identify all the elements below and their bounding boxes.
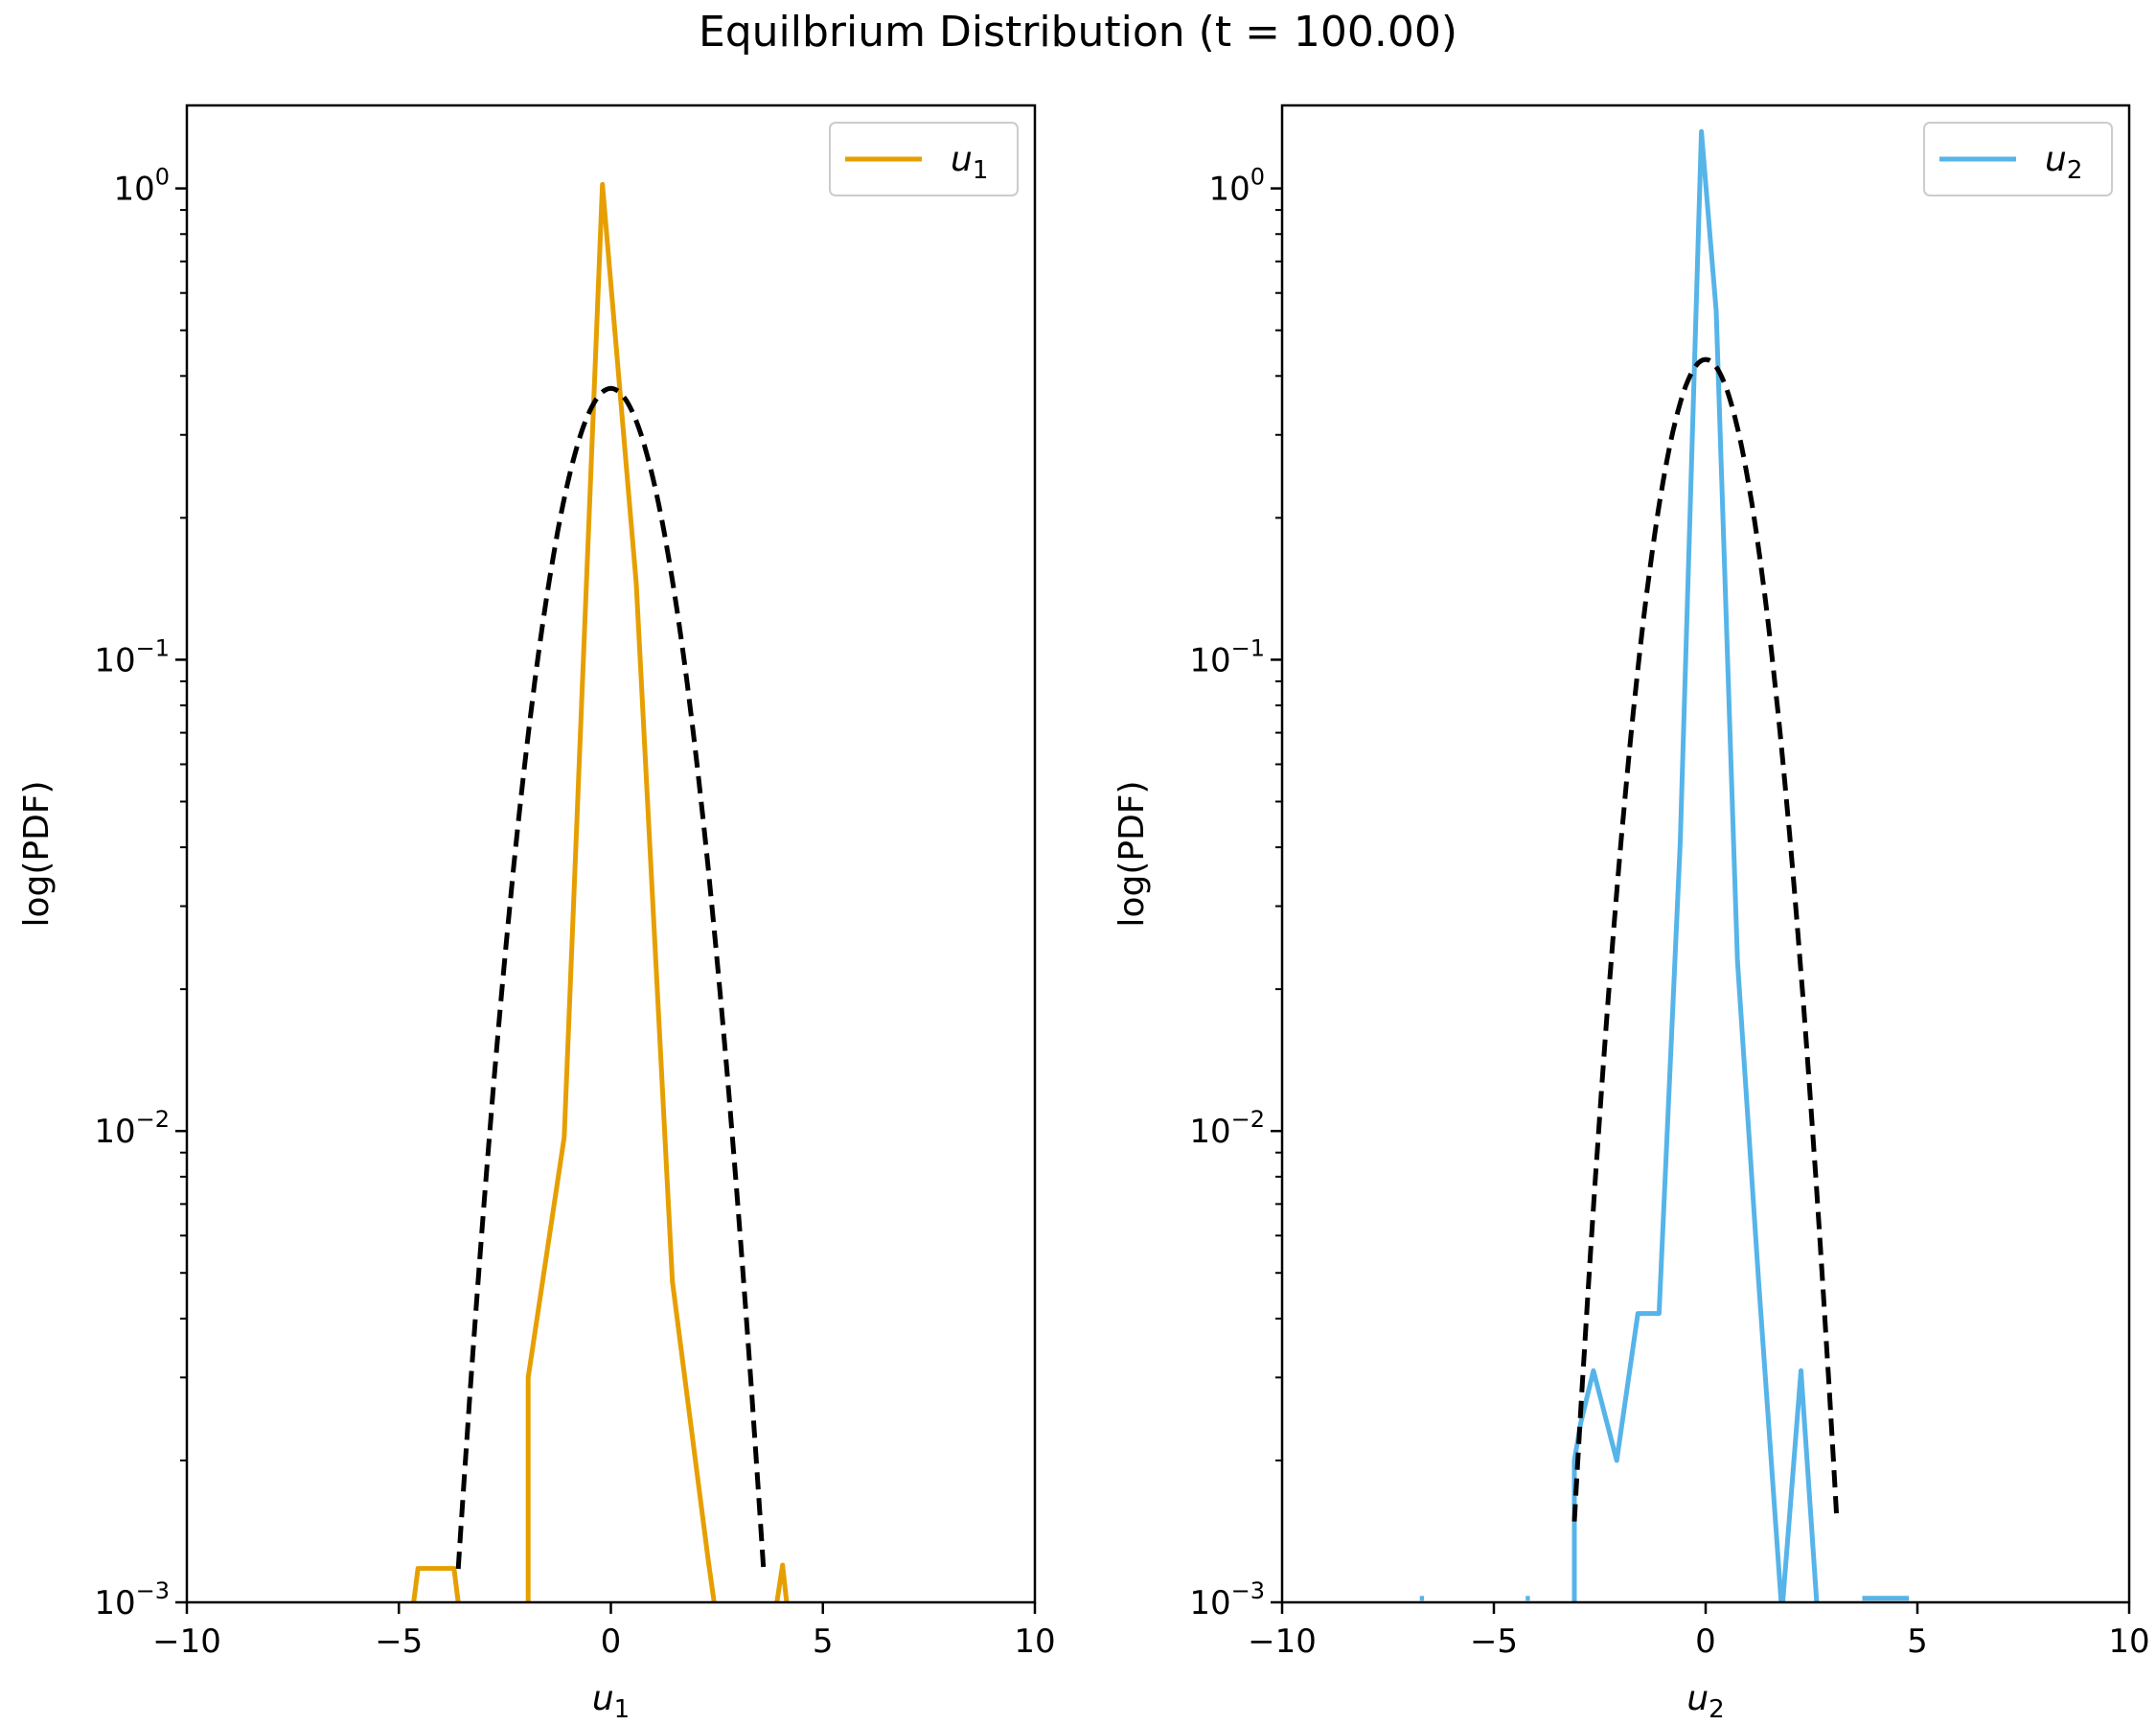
legend: u2 bbox=[1923, 122, 2113, 196]
y-axis-label: log(PDF) bbox=[17, 780, 57, 927]
y-tick-label: 10−1 bbox=[1189, 634, 1265, 679]
x-tick-label: 0 bbox=[1695, 1622, 1716, 1661]
y-tick-label: 10−2 bbox=[1189, 1106, 1265, 1151]
y-tick-label: 10−1 bbox=[94, 634, 170, 679]
x-tick-label: 10 bbox=[1014, 1622, 1055, 1661]
legend: u1 bbox=[829, 122, 1019, 196]
y-tick-label: 100 bbox=[113, 164, 170, 209]
legend-box bbox=[1923, 122, 2113, 196]
chart-panel-left: −10 −5 0 5 10 100 10−1 10−2 10−3 u1 log(PDF) u1 bbox=[17, 104, 1056, 1724]
chart-panel-right: −10 −5 0 5 10 100 10−1 10−2 10−3 u2 log(PDF) u2 bbox=[1112, 104, 2150, 1724]
axes-frame bbox=[185, 104, 1037, 1604]
x-tick-label: 10 bbox=[2108, 1622, 2149, 1661]
axes-frame bbox=[1280, 104, 2131, 1604]
y-axis-label: log(PDF) bbox=[1112, 780, 1152, 927]
x-axis-label: u1 bbox=[592, 1679, 630, 1724]
x-tick-label: 0 bbox=[601, 1622, 622, 1661]
y-tick-label: 10−3 bbox=[1189, 1577, 1265, 1622]
legend-box bbox=[829, 122, 1019, 196]
y-tick-label: 100 bbox=[1208, 164, 1265, 209]
series-line-u1 bbox=[411, 181, 790, 1602]
y-tick-label: 10−2 bbox=[94, 1106, 170, 1151]
legend-label: u1 bbox=[951, 140, 988, 185]
plot-area bbox=[1419, 128, 1910, 1602]
x-tick-label: −5 bbox=[375, 1622, 423, 1661]
x-tick-label: −10 bbox=[152, 1622, 221, 1661]
gaussian-reference-line bbox=[1571, 356, 1840, 1522]
y-tick-label: 10−3 bbox=[94, 1577, 170, 1622]
x-tick-label: −10 bbox=[1248, 1622, 1317, 1661]
plot-area bbox=[411, 181, 790, 1602]
gaussian-reference-line bbox=[455, 385, 767, 1570]
x-tick-label: −5 bbox=[1470, 1622, 1518, 1661]
legend-label: u2 bbox=[2045, 140, 2082, 185]
x-axis-label: u2 bbox=[1686, 1679, 1724, 1724]
x-tick-label: 5 bbox=[1907, 1622, 1928, 1661]
figure-suptitle: Equilbrium Distribution (t = 100.00) bbox=[699, 8, 1457, 57]
x-tick-label: 5 bbox=[813, 1622, 834, 1661]
series-line-u2 bbox=[1571, 128, 1820, 1602]
